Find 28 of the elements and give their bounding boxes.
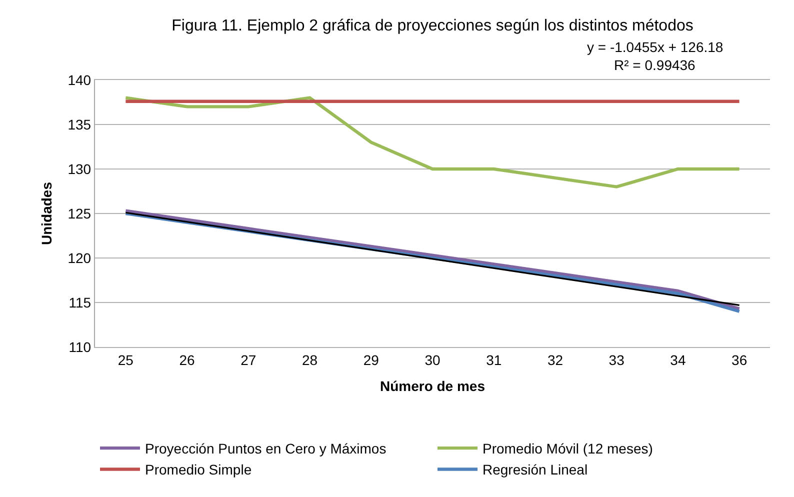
- y-tick-label: 110: [68, 338, 92, 355]
- y-tick-label: 125: [68, 205, 92, 222]
- text: R² = 0.99436: [614, 57, 696, 73]
- legend-label: Promedio Simple: [145, 462, 252, 478]
- x-tick-label: 28: [302, 352, 318, 368]
- x-tick-label: 30: [424, 352, 440, 368]
- legend-label: Proyección Puntos en Cero y Máximos: [145, 440, 386, 456]
- legend-label: Promedio Móvil (12 meses): [482, 440, 653, 456]
- y-tick-label: 120: [68, 250, 92, 266]
- x-tick-label: 26: [179, 352, 196, 368]
- y-tick-label: 140: [68, 72, 92, 88]
- chart-title: Figura 11. Ejemplo 2 gráfica de proyecciones según los distintos métodos: [172, 17, 694, 34]
- x-tick-label: 36: [732, 352, 748, 368]
- y-axis-title: Unidades: [38, 182, 54, 246]
- y-tick-label: 130: [68, 160, 92, 177]
- x-tick-label: 33: [608, 352, 625, 368]
- x-axis-title: Número de mes: [380, 378, 486, 394]
- legend-label: Regresión Lineal: [482, 462, 588, 478]
- x-tick-label: 27: [240, 352, 256, 368]
- y-tick-label: 135: [68, 116, 92, 132]
- x-tick-label: 31: [486, 352, 502, 368]
- text: y = -1.0455x + 126.18: [587, 39, 724, 55]
- x-tick-label: 29: [363, 352, 380, 368]
- y-tick-label: 115: [68, 294, 92, 310]
- x-tick-label: 34: [670, 352, 686, 368]
- x-tick-label: 25: [118, 352, 134, 368]
- line-series: [124, 96, 741, 188]
- x-tick-label: 32: [547, 352, 564, 368]
